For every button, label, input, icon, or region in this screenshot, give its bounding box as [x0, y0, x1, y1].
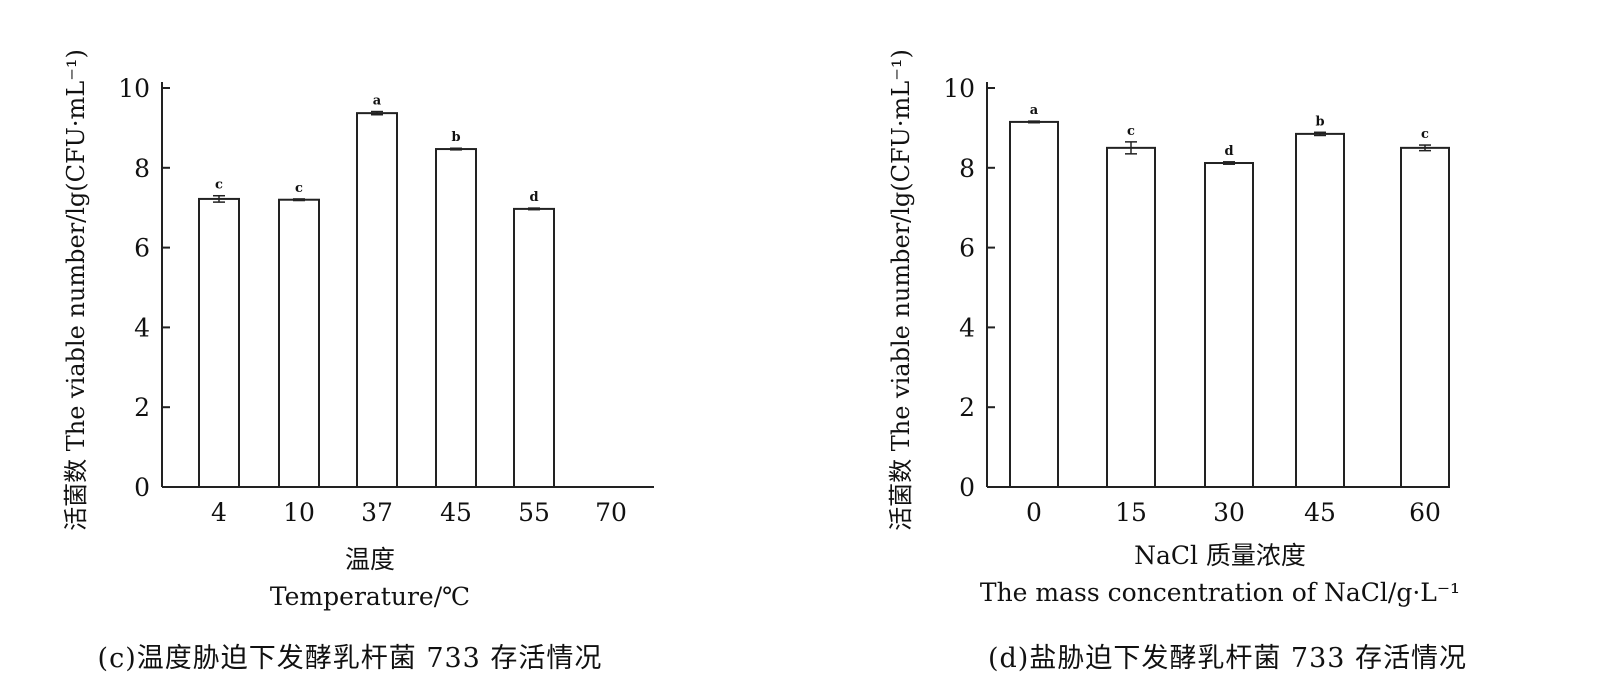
y-axis-label: 活菌数 The viable number/lg(CFU·mL⁻¹): [887, 49, 915, 531]
significance-label: c: [215, 178, 223, 193]
y-tick-label: 6: [134, 234, 150, 263]
y-tick-label: 2: [134, 393, 150, 422]
y-tick-label: 2: [959, 393, 975, 422]
y-tick-label: 10: [943, 74, 975, 103]
y-tick-label: 8: [959, 154, 975, 183]
x-tick-label: 15: [1115, 498, 1147, 527]
x-tick-label: 4: [211, 498, 227, 527]
significance-label: d: [529, 190, 538, 205]
chart-panel-nacl: 0 2 4 6 8 10 a 0 c 15 d 30 b 45 c 60 活菌数 The viable numb…: [805, 0, 1610, 696]
bar: [1295, 132, 1345, 488]
bar: [198, 197, 240, 488]
bar: [1009, 120, 1059, 488]
figure-caption: (d)盐胁迫下发酵乳杆菌 733 存活情况: [987, 643, 1468, 674]
y-tick-label: 8: [134, 154, 150, 183]
y-tick-label: 6: [959, 234, 975, 263]
significance-label: c: [1421, 127, 1429, 142]
bar: [1204, 162, 1254, 488]
x-tick-label: 30: [1213, 498, 1245, 527]
x-tick-label: 45: [440, 498, 472, 527]
y-tick-label: 0: [959, 473, 975, 502]
significance-label: b: [451, 130, 460, 145]
significance-label: d: [1224, 144, 1233, 159]
x-tick-label: 45: [1304, 498, 1336, 527]
x-tick-label: 70: [595, 498, 627, 527]
figure-caption: (c)温度胁迫下发酵乳杆菌 733 存活情况: [97, 643, 603, 674]
chart-panel-temperature: 0 2 4 6 8 10 c 4 c 10 a 37 b 45 d 55 70 活菌数 The viable nu…: [62, 49, 654, 674]
x-axis-label-en: Temperature/℃: [269, 582, 471, 611]
significance-label: b: [1315, 114, 1324, 129]
bar: [1106, 146, 1156, 488]
x-axis-label-cn: NaCl 质量浓度: [1134, 541, 1306, 570]
bar: [513, 207, 555, 488]
bar: [278, 198, 320, 488]
x-tick-label: 55: [518, 498, 550, 527]
chart-temperature: 0 2 4 6 8 10 c 4 c 10 a 37 b 45 d 55 70 活菌数 The viable nu…: [62, 49, 654, 531]
significance-label: a: [373, 94, 382, 109]
y-axis-label: 活菌数 The viable number/lg(CFU·mL⁻¹): [62, 49, 90, 531]
x-axis-label-en: The mass concentration of NaCl/g·L⁻¹: [979, 578, 1461, 607]
y-tick-label: 0: [134, 473, 150, 502]
bar: [356, 112, 398, 489]
bar: [1400, 146, 1450, 488]
significance-label: c: [295, 181, 303, 196]
y-tick-label: 10: [118, 74, 150, 103]
x-tick-label: 37: [361, 498, 393, 527]
significance-label: a: [1030, 103, 1039, 118]
significance-label: c: [1127, 124, 1135, 139]
x-tick-label: 0: [1026, 498, 1042, 527]
x-tick-label: 60: [1409, 498, 1441, 527]
x-tick-label: 10: [283, 498, 315, 527]
x-axis-label-cn: 温度: [344, 545, 395, 574]
bar: [435, 148, 477, 488]
y-tick-label: 4: [134, 313, 150, 342]
chart-nacl: 0 2 4 6 8 10 a 0 c 15 d 30 b 45 c 60 活菌数 The viable numb…: [887, 49, 1450, 531]
y-tick-label: 4: [959, 313, 975, 342]
